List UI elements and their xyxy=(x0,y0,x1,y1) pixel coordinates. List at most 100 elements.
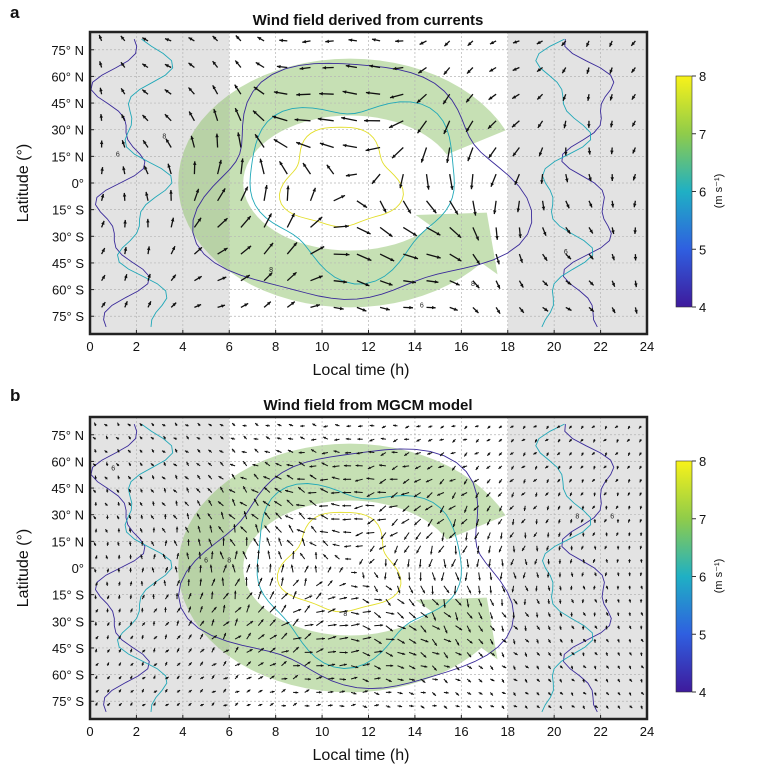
wind-vector xyxy=(389,478,398,481)
wind-vector xyxy=(466,559,470,568)
wind-vector xyxy=(219,551,224,560)
wind-vector xyxy=(466,691,472,695)
wind-vector xyxy=(325,39,334,44)
wind-vector xyxy=(425,478,433,483)
wind-vector xyxy=(488,93,497,101)
wind-vector xyxy=(106,689,110,693)
wind-vector xyxy=(593,439,596,443)
wind-vector xyxy=(440,425,445,429)
wind-vector xyxy=(263,476,271,480)
wind-vector xyxy=(199,578,203,586)
wind-vector xyxy=(640,652,643,656)
wind-vector xyxy=(432,678,438,681)
wind-vector xyxy=(263,213,273,228)
y-tick-4: 15° N xyxy=(51,149,94,164)
wind-vector xyxy=(263,242,274,255)
wind-vector xyxy=(145,191,149,201)
wind-vector xyxy=(580,545,584,550)
wind-vector xyxy=(416,93,427,104)
wind-vector xyxy=(403,280,416,284)
wind-vector xyxy=(275,512,282,520)
wind-vector xyxy=(586,94,591,101)
wind-vector xyxy=(164,594,169,600)
wind-vector xyxy=(569,492,573,497)
panel-a-x-ticks: 0 2 4 6 8 10 12 14 16 18 20 22 24 xyxy=(86,330,654,354)
wind-vector xyxy=(327,677,335,680)
wind-vector xyxy=(521,492,526,496)
wind-vector xyxy=(141,676,146,680)
wind-vector xyxy=(141,567,144,573)
wind-vector xyxy=(428,425,433,428)
wind-vector xyxy=(355,464,363,467)
wind-vector xyxy=(368,450,375,454)
wind-vector xyxy=(127,449,131,453)
wind-vector xyxy=(164,513,167,520)
wind-vector xyxy=(93,515,97,520)
wind-vector xyxy=(357,437,363,441)
wind-vector xyxy=(627,465,631,469)
wind-vector xyxy=(139,449,143,453)
wind-vector xyxy=(420,585,426,594)
wind-vector xyxy=(441,572,445,582)
wind-vector xyxy=(274,475,282,480)
wind-vector xyxy=(184,526,190,533)
wind-vector xyxy=(388,505,398,509)
wind-vector xyxy=(380,437,386,441)
wind-vector xyxy=(493,200,497,215)
wind-vector xyxy=(197,525,201,533)
wind-vector xyxy=(269,634,278,640)
wind-vector xyxy=(231,473,236,480)
wind-vector xyxy=(199,648,205,653)
wind-vector xyxy=(327,566,332,573)
wind-vector xyxy=(588,200,593,208)
wind-vector xyxy=(122,166,126,175)
wind-vector xyxy=(188,620,193,626)
wind-vector xyxy=(174,448,178,453)
wind-vector xyxy=(415,532,422,540)
y-tick-label: 15° S xyxy=(52,203,84,218)
wind-vector xyxy=(614,452,619,456)
wind-vector xyxy=(175,593,179,600)
wind-vector xyxy=(569,532,573,537)
contour-label-4: 8 xyxy=(471,281,475,288)
wind-vector xyxy=(558,532,561,538)
wind-vector xyxy=(558,545,561,551)
wind-vector xyxy=(164,661,168,666)
contour-label-3: 6 xyxy=(420,302,424,309)
wind-vector xyxy=(443,599,446,608)
contour-6-loop xyxy=(256,483,462,669)
x-tick-label: 16 xyxy=(454,339,468,354)
wind-vector xyxy=(307,491,317,495)
wind-vector xyxy=(633,227,637,234)
wind-vector xyxy=(640,691,645,695)
wind-vector xyxy=(628,545,631,550)
wind-vector xyxy=(426,253,441,259)
x-tick-label: 14 xyxy=(408,339,422,354)
wind-vector xyxy=(188,565,191,573)
wind-vector xyxy=(580,425,584,430)
wind-vector xyxy=(628,532,631,537)
wind-vector xyxy=(219,450,224,453)
wind-vector xyxy=(362,651,371,657)
panel-b-colorbar: 4 5 6 7 8 (m s⁻¹) xyxy=(675,454,725,700)
wind-vector xyxy=(582,665,587,669)
wind-vector xyxy=(164,634,168,640)
wind-vector xyxy=(587,120,591,128)
wind-vector xyxy=(92,489,97,493)
contour-label-5: 6 xyxy=(610,513,614,520)
wind-vector xyxy=(366,492,375,498)
wind-vector xyxy=(639,599,643,603)
wind-vector xyxy=(262,500,271,507)
wind-vector xyxy=(234,606,242,613)
wind-vector xyxy=(594,705,598,709)
wind-vector xyxy=(269,647,276,653)
wind-vector xyxy=(397,691,403,695)
y-tick-10: 75° S xyxy=(52,694,94,709)
wind-vector xyxy=(571,625,575,630)
wind-vector xyxy=(478,665,484,670)
wind-vector xyxy=(425,200,437,214)
wind-vector xyxy=(373,585,379,593)
wind-vector xyxy=(118,621,121,626)
wind-vector xyxy=(547,585,551,591)
wind-vector xyxy=(374,677,381,680)
